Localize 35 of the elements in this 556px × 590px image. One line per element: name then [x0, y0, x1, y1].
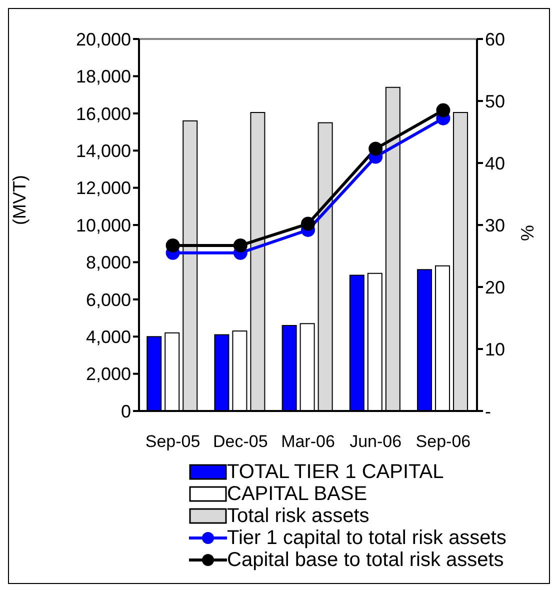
y2-tick-label: 30: [485, 215, 506, 236]
legend-label: Total risk assets: [227, 505, 370, 527]
y-tick-label: 2,000: [86, 364, 131, 384]
x-tick-label: Jun-06: [350, 432, 402, 452]
y-tick-label: 10,000: [76, 215, 131, 236]
y2-axis-title: %: [517, 225, 538, 242]
y-tick-label: 12,000: [76, 178, 131, 198]
y-tick-label: 16,000: [76, 104, 131, 124]
legend-label: Capital base to total risk assets: [227, 549, 504, 571]
y-tick-label: 18,000: [76, 66, 131, 87]
y-tick-label: 14,000: [76, 140, 131, 161]
point: [301, 216, 315, 231]
point: [166, 238, 180, 252]
point: [436, 103, 450, 118]
legend-label: Tier 1 capital to total risk assets: [227, 527, 506, 549]
x-tick-label: Dec-05: [212, 432, 268, 452]
x-tick-label: Sep-05: [145, 432, 200, 452]
y-tick-label: 0: [120, 401, 131, 422]
y2-tick-label: 60: [485, 29, 506, 50]
y-tick-label: 6,000: [86, 290, 131, 310]
y2-tick-label: 20: [485, 277, 506, 298]
y-axis-title: (MVT): [9, 175, 30, 225]
legend-label: TOTAL TIER 1 CAPITAL: [227, 461, 444, 483]
y-tick-label: 4,000: [86, 326, 131, 347]
y2-tick-label: 50: [485, 91, 506, 112]
x-tick-label: Sep-06: [416, 432, 471, 452]
y-tick-label: 8,000: [86, 252, 131, 273]
legend-label: CAPITAL BASE: [227, 483, 368, 505]
x-tick-label: Mar-06: [281, 432, 335, 452]
y2-tick-label: 10: [485, 339, 506, 360]
point: [233, 238, 248, 252]
point: [368, 142, 383, 156]
y2-tick-label: 40: [485, 153, 506, 174]
y2-tick-label: -: [485, 401, 491, 422]
y-tick-label: 20,000: [76, 29, 131, 50]
